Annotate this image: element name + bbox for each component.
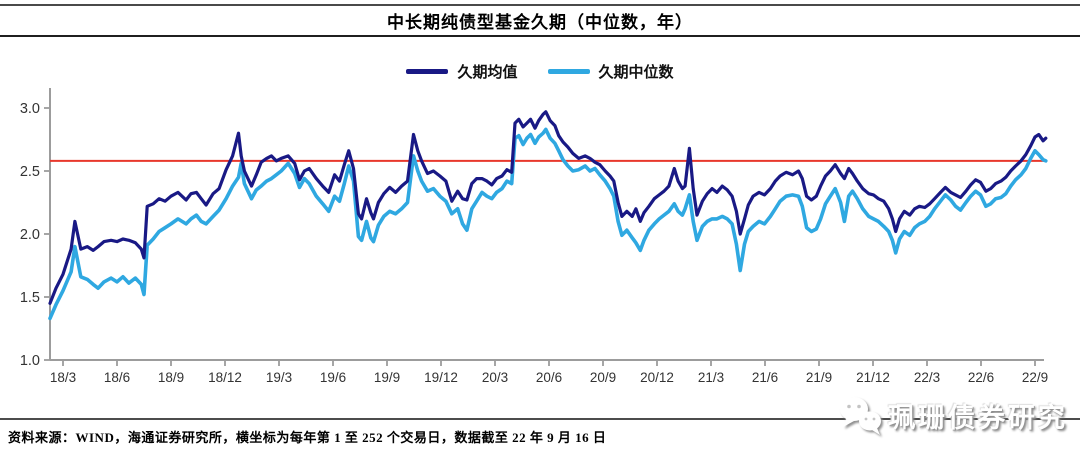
x-tick-label: 21/9 [806,370,832,385]
x-tick-label: 18/6 [104,370,130,385]
x-tick-label: 20/3 [482,370,508,385]
x-tick-label: 21/3 [698,370,724,385]
x-tick-label: 21/6 [752,370,778,385]
legend-label-median: 久期中位数 [598,65,674,81]
x-tick-label: 18/3 [50,370,76,385]
y-tick-label: 2.5 [20,164,40,180]
x-tick-label: 22/3 [914,370,940,385]
x-tick-label: 19/3 [266,370,292,385]
y-tick-label: 3.0 [20,101,40,117]
x-tick-label: 18/9 [158,370,184,385]
legend-item-median: 久期中位数 [547,61,674,82]
x-tick-label: 22/6 [968,370,994,385]
legend-label-mean: 久期均值 [457,65,518,81]
x-tick-label: 19/12 [424,370,458,385]
y-tick-label: 1.5 [20,290,40,306]
legend-item-mean: 久期均值 [406,61,518,82]
mean-line-swatch [406,69,449,74]
title-band: 中长期纯债型基金久期（中位数，年） [0,4,1080,37]
watermark-text: 珮珊债券研究 [888,402,1068,433]
x-tick-label: 19/6 [320,370,346,385]
x-tick-label: 19/9 [374,370,400,385]
footer-divider [0,418,1080,420]
x-tick-label: 18/12 [208,370,242,385]
source-note: 资料来源：WIND，海通证券研究所，横坐标为每年第 1 至 252 个交易日，数… [8,430,607,445]
wechat-icon [840,397,881,435]
x-tick-label: 20/9 [590,370,616,385]
x-tick-label: 22/9 [1022,370,1048,385]
series-line-median [48,127,1048,321]
x-tick-label: 20/6 [536,370,562,385]
chart-title: 中长期纯债型基金久期（中位数，年） [387,13,693,32]
watermark: 珮珊债券研究 [837,394,1068,436]
series-line-mean [48,110,1048,305]
chart-legend: 久期均值 久期中位数 [0,61,1080,82]
x-tick-label: 21/12 [856,370,890,385]
x-tick-label: 20/12 [640,370,674,385]
median-line-swatch [547,69,590,74]
y-tick-label: 2.0 [20,227,40,243]
y-tick-label: 1.0 [20,353,40,369]
